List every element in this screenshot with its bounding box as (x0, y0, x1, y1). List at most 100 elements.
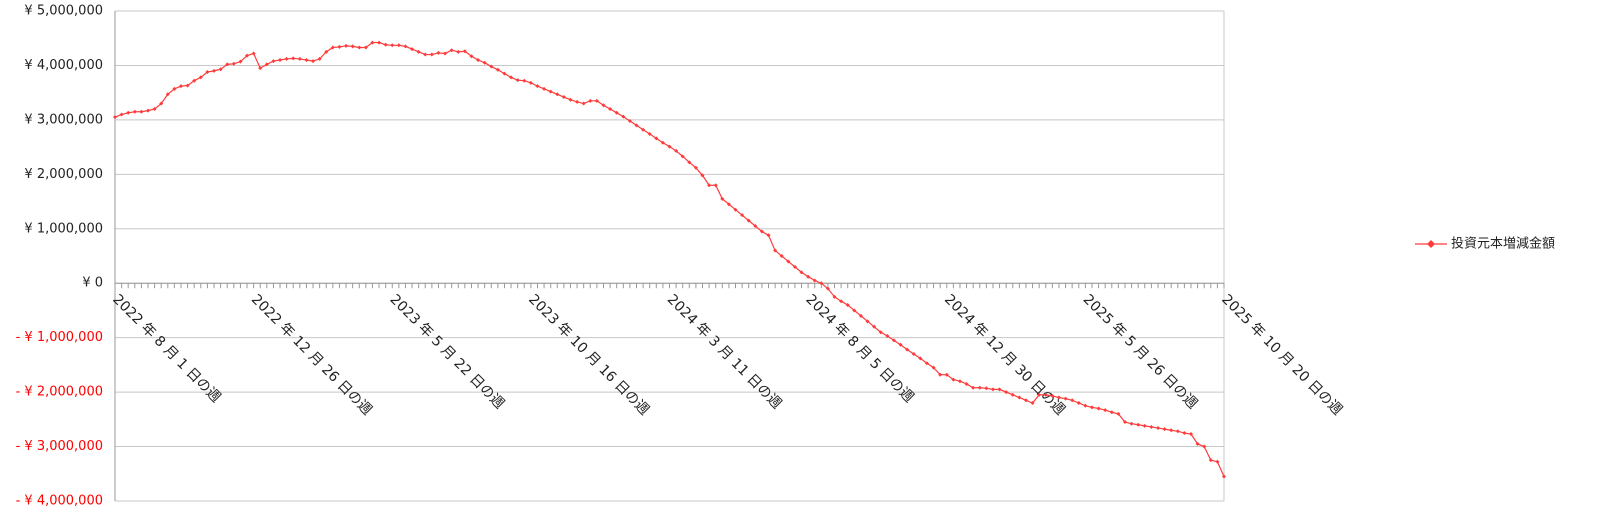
point (700, 173, 705, 178)
point (383, 42, 388, 47)
point (1037, 392, 1042, 397)
point (779, 254, 784, 258)
point (159, 101, 164, 106)
point (812, 278, 817, 283)
point (990, 387, 995, 392)
point (152, 107, 157, 111)
point (924, 361, 929, 366)
point (733, 207, 738, 212)
y-tick-label: ¥ 2,000,000 (24, 167, 103, 182)
point (317, 56, 322, 61)
point (575, 99, 580, 104)
point (951, 377, 956, 382)
point (1122, 420, 1127, 425)
point (865, 319, 870, 324)
point (390, 43, 395, 48)
point (284, 56, 289, 61)
point (251, 51, 256, 56)
point (766, 233, 771, 238)
point (469, 54, 474, 59)
point (192, 78, 197, 83)
point (522, 78, 527, 83)
point (852, 308, 857, 313)
point (403, 44, 408, 49)
x-tick-label: 2022 年 8 月 1 日の週 (109, 292, 223, 406)
point (1182, 430, 1187, 435)
point (918, 356, 923, 361)
point (337, 44, 342, 49)
point (905, 347, 910, 352)
point (1175, 429, 1180, 434)
point (1103, 408, 1108, 413)
point (172, 86, 177, 91)
point (119, 112, 124, 117)
point (297, 56, 302, 61)
point (720, 196, 725, 201)
point (528, 80, 533, 85)
point (495, 67, 500, 72)
point (476, 58, 481, 62)
x-tick-label: 2022 年 12 月 26 日の週 (248, 292, 375, 419)
y-tick-label: - ¥ 1,000,000 (16, 330, 103, 345)
point (509, 75, 514, 80)
x-tick-label: 2024 年 3 月 11 日の週 (664, 292, 785, 413)
point (139, 109, 144, 114)
y-tick-label: ¥ 4,000,000 (24, 58, 103, 73)
point (1023, 398, 1028, 403)
point (1195, 441, 1200, 446)
point (258, 66, 263, 71)
point (1017, 395, 1022, 400)
point (489, 64, 494, 69)
point (1142, 423, 1147, 428)
point (350, 44, 355, 49)
point (1149, 424, 1154, 429)
y-tick-label: ¥ 3,000,000 (24, 112, 103, 127)
point (1222, 474, 1226, 479)
point (957, 379, 962, 384)
point (462, 49, 467, 54)
point (608, 107, 613, 111)
point (1109, 410, 1114, 415)
x-tick-label: 2023 年 10 月 16 日の週 (525, 292, 652, 419)
point (311, 59, 316, 64)
point (198, 75, 203, 80)
point (502, 71, 507, 76)
point (1155, 426, 1160, 431)
point (687, 160, 692, 165)
point (858, 313, 863, 318)
point (1056, 395, 1061, 400)
point (535, 84, 540, 89)
point (1136, 422, 1141, 427)
point (832, 294, 837, 299)
point (825, 286, 830, 291)
point (746, 218, 751, 223)
point (726, 202, 731, 207)
point (443, 51, 448, 56)
point (964, 381, 969, 386)
point (845, 303, 850, 307)
point (1070, 398, 1075, 403)
point (977, 385, 982, 390)
y-tick-label: ¥ 0 (82, 276, 103, 291)
point (984, 386, 989, 391)
point (291, 56, 296, 61)
point (1116, 411, 1121, 416)
point (1188, 432, 1193, 437)
point (1129, 421, 1134, 426)
point (238, 59, 243, 64)
point (1010, 392, 1015, 397)
point (938, 372, 943, 377)
point (588, 98, 593, 103)
point (1202, 444, 1207, 449)
point (330, 45, 335, 50)
point (693, 165, 698, 170)
point (1043, 392, 1048, 397)
point (225, 62, 230, 67)
point (759, 229, 764, 234)
point (264, 62, 269, 67)
point (231, 61, 236, 66)
y-tick-label: - ¥ 3,000,000 (16, 439, 103, 454)
point (944, 372, 949, 377)
point (680, 154, 685, 159)
